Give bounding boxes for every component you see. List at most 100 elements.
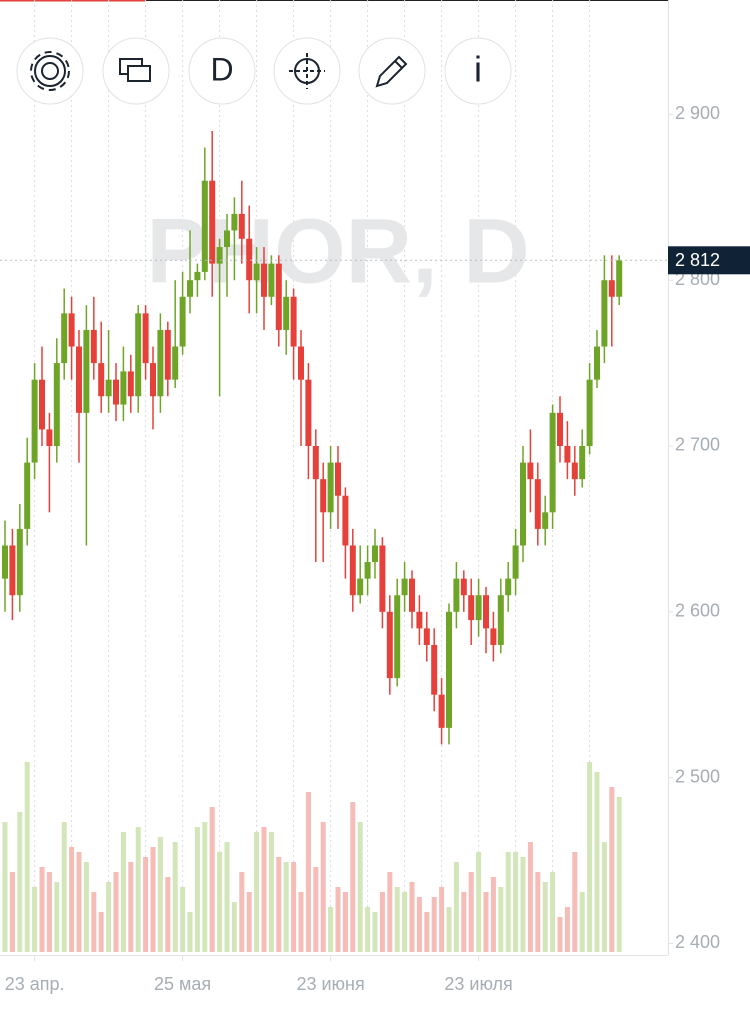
y-tick-label: 2 400	[675, 932, 720, 952]
volume-bar	[239, 872, 245, 952]
candle-body	[24, 462, 31, 529]
candle-body	[120, 371, 127, 405]
candle-body	[616, 260, 623, 297]
volume-bar	[261, 827, 267, 952]
interval-button[interactable]: D	[188, 37, 256, 105]
x-tick-label: 25 мая	[154, 974, 211, 994]
candle-body	[505, 578, 512, 596]
last-price-box	[668, 246, 750, 275]
volume-bar	[468, 872, 474, 952]
candle-body	[76, 346, 82, 413]
volume-bar	[387, 872, 393, 952]
candle-body	[475, 595, 482, 621]
volume-bar	[527, 842, 533, 952]
candle-body	[105, 379, 112, 397]
candle-body	[571, 462, 578, 480]
candle-body	[61, 313, 68, 364]
volume-bar	[32, 887, 38, 952]
volume-bar	[439, 887, 445, 952]
candle-body	[431, 644, 438, 695]
candle-body	[549, 412, 556, 513]
volume-bar	[609, 787, 615, 952]
compare-button[interactable]	[102, 37, 170, 105]
volume-bar	[17, 812, 23, 952]
candle-body	[586, 379, 593, 446]
volume-bar	[587, 762, 593, 952]
candle-body	[401, 578, 408, 596]
volume-bar	[453, 862, 459, 952]
candle-body	[113, 379, 119, 405]
volume-bar	[209, 807, 215, 952]
candle-body	[460, 578, 467, 596]
volume-bar	[328, 907, 334, 952]
candle-body	[150, 363, 156, 397]
volume-bar	[54, 882, 60, 952]
candle-body	[594, 346, 600, 380]
candle-body	[83, 329, 90, 413]
candle-body	[216, 247, 223, 264]
volume-bar	[520, 857, 526, 952]
candle-body	[357, 578, 364, 596]
volume-bar	[498, 887, 504, 952]
toolbar: D i	[16, 37, 512, 105]
volume-bar	[150, 847, 156, 952]
volume-bar	[135, 827, 141, 952]
volume-bar	[106, 882, 112, 952]
candle-body	[201, 180, 208, 272]
volume-bar	[557, 917, 563, 952]
info-label: i	[474, 49, 482, 90]
candle-body	[312, 445, 319, 480]
volume-bar	[320, 822, 326, 952]
candle-body	[438, 694, 445, 728]
volume-bar	[409, 882, 415, 952]
candle-body	[261, 263, 267, 297]
candle-body	[372, 545, 378, 563]
candle-body	[497, 595, 504, 645]
crosshair-button[interactable]	[273, 37, 341, 105]
candle-body	[238, 213, 245, 239]
volume-bar	[431, 897, 437, 952]
volume-bar	[2, 822, 8, 952]
candle-body	[386, 611, 393, 679]
candle-body	[31, 379, 38, 463]
candle-body	[483, 595, 489, 629]
draw-button[interactable]	[358, 37, 426, 105]
candle-body	[423, 628, 430, 645]
info-button[interactable]: i	[444, 37, 512, 105]
candle-body	[342, 495, 349, 546]
grid	[34, 0, 591, 955]
volume-bar	[572, 852, 578, 952]
volume-bar	[379, 892, 385, 952]
volume-bar	[601, 842, 607, 952]
volume-bar	[276, 857, 282, 952]
volume-bar	[9, 872, 15, 952]
candle-body	[520, 462, 526, 546]
volume-bar	[305, 792, 311, 952]
candle-body	[327, 462, 334, 513]
candle-body	[179, 296, 186, 347]
volume-bar	[120, 832, 126, 952]
volume-bar	[165, 877, 171, 952]
candle-body	[290, 296, 297, 347]
settings-button[interactable]	[16, 37, 84, 105]
candle-body	[127, 371, 134, 397]
volume-bar	[128, 862, 134, 952]
candle-body	[187, 280, 193, 297]
candle-body	[16, 528, 23, 596]
candle-body	[9, 545, 16, 596]
volume-bar	[535, 872, 541, 952]
volume-bar	[350, 802, 356, 952]
volume-bar	[461, 892, 467, 952]
candle-body	[601, 280, 608, 347]
candle-body	[349, 545, 356, 596]
volume-bar	[342, 892, 348, 952]
candle-body	[194, 271, 201, 281]
candle-body	[468, 595, 475, 621]
candle-body	[98, 363, 105, 397]
candle-body	[579, 445, 586, 480]
volume-bar	[424, 912, 430, 952]
volume-bar	[194, 827, 200, 952]
